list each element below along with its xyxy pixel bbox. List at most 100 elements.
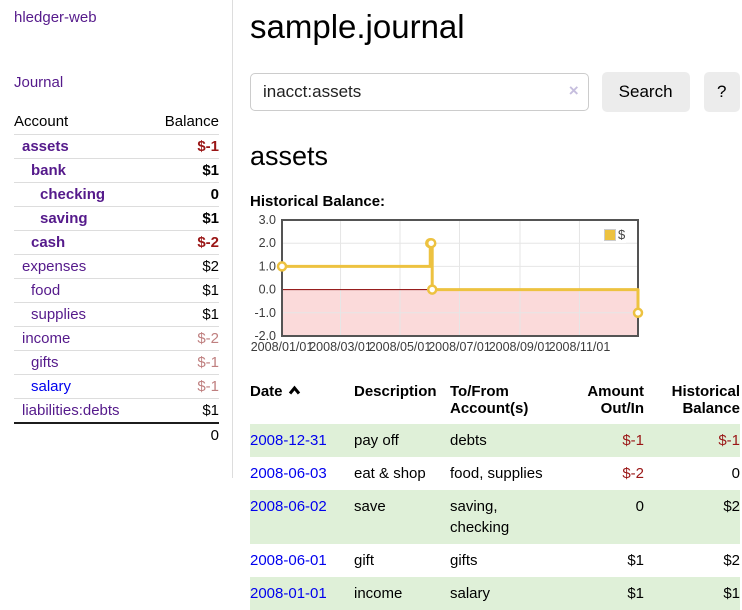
- account-link-liabilities-debts[interactable]: liabilities:debts: [22, 402, 120, 419]
- transaction-accounts: food, supplies: [450, 465, 543, 482]
- register-row: 2008-06-03 eat & shop food, supplies $-2…: [250, 457, 740, 490]
- account-link-gifts[interactable]: gifts: [31, 354, 59, 371]
- account-balance: $-1: [149, 350, 219, 375]
- account-balance: $1: [149, 206, 219, 231]
- account-row: gifts $-1: [14, 350, 219, 375]
- app-title: hledger-web: [14, 9, 218, 27]
- account-balance: $-1: [149, 374, 219, 399]
- transaction-balance: $-1: [718, 432, 740, 449]
- svg-text:0.0: 0.0: [259, 283, 276, 297]
- account-row: liabilities:debts $1: [14, 398, 219, 423]
- account-column-header: Account: [14, 113, 69, 130]
- transaction-date-link[interactable]: 2008-06-03: [250, 465, 327, 482]
- account-heading: assets: [250, 141, 329, 171]
- sort-ascending-icon: [288, 385, 300, 395]
- account-row: saving $1: [14, 206, 219, 231]
- transaction-description: eat & shop: [354, 465, 426, 482]
- chart-canvas: 3.0 2.0 1.0 0.0 -1.0 -2.02008/01/012008/03/01…: [251, 213, 644, 354]
- account-link-assets[interactable]: assets: [22, 138, 69, 155]
- svg-text:3.0: 3.0: [259, 213, 276, 227]
- account-link-income[interactable]: income: [22, 330, 71, 347]
- account-row: expenses $2: [14, 254, 219, 279]
- transaction-balance: $2: [723, 552, 740, 569]
- amount-column-header: Amount Out/In: [587, 383, 644, 417]
- register-row: 2008-12-31 pay off debts $-1 $-1: [250, 424, 740, 457]
- chart-label: Historical Balance:: [250, 193, 386, 210]
- help-button[interactable]: ?: [703, 72, 740, 112]
- app-title-link[interactable]: hledger-web: [14, 9, 97, 26]
- svg-text:2008/01/01: 2008/01/01: [251, 340, 314, 354]
- nav-journal: Journal: [14, 74, 218, 92]
- transaction-accounts: saving, checking: [450, 498, 510, 536]
- account-link-food[interactable]: food: [31, 282, 61, 299]
- transaction-amount: $-2: [622, 465, 644, 482]
- account-row: assets $-1: [14, 134, 219, 159]
- clear-search-icon[interactable]: ×: [568, 81, 579, 100]
- account-balance: $-1: [149, 134, 219, 159]
- account-link-salary[interactable]: salary: [31, 378, 72, 395]
- transaction-description: pay off: [354, 432, 399, 449]
- account-row: salary $-1: [14, 374, 219, 399]
- transaction-date-link[interactable]: 2008-12-31: [250, 432, 327, 449]
- account-balance: 0: [149, 182, 219, 207]
- account-link-expenses[interactable]: expenses: [22, 258, 87, 275]
- account-link-checking[interactable]: checking: [40, 186, 106, 203]
- accounts-total: 0: [149, 422, 219, 447]
- transaction-amount: 0: [635, 498, 644, 515]
- transaction-date-link[interactable]: 2008-06-01: [250, 552, 327, 569]
- transaction-accounts: gifts: [450, 552, 478, 569]
- description-column-header: Description: [354, 383, 437, 400]
- tofrom-column-header: To/From Account(s): [450, 383, 529, 417]
- svg-text:2008/07/01: 2008/07/01: [428, 340, 491, 354]
- svg-text:2008/09/01: 2008/09/01: [489, 340, 552, 354]
- account-row: income $-2: [14, 326, 219, 351]
- account-row: supplies $1: [14, 302, 219, 327]
- account-link-saving[interactable]: saving: [40, 210, 88, 227]
- svg-text:-2.0: -2.0: [254, 329, 276, 343]
- transaction-date-link[interactable]: 2008-01-01: [250, 585, 327, 602]
- date-column-header[interactable]: Date: [250, 380, 354, 424]
- register-table: Date Description To/From Account(s) Amou…: [250, 380, 740, 610]
- sidebar-item-journal[interactable]: Journal: [14, 74, 64, 91]
- accounts-table: Account Balance assets $-1 bank $1 check…: [14, 111, 219, 447]
- account-balance: $2: [149, 254, 219, 279]
- account-balance: $-2: [149, 230, 219, 255]
- page-title: sample.journal: [250, 8, 465, 45]
- account-link-supplies[interactable]: supplies: [31, 306, 87, 323]
- register-header-row: Date Description To/From Account(s) Amou…: [250, 380, 740, 424]
- transaction-date-link[interactable]: 2008-06-02: [250, 498, 327, 515]
- svg-text:-1.0: -1.0: [254, 306, 276, 320]
- accounts-header-row: Account Balance: [14, 111, 219, 135]
- account-row: checking 0: [14, 182, 219, 207]
- transaction-amount: $1: [627, 552, 644, 569]
- balance-column-header: Historical Balance: [671, 383, 740, 417]
- transaction-accounts: debts: [450, 432, 487, 449]
- account-link-bank[interactable]: bank: [31, 162, 67, 179]
- account-balance: $1: [149, 302, 219, 327]
- search-form: × Search ?: [250, 72, 740, 112]
- svg-text:2008/03/01: 2008/03/01: [309, 340, 372, 354]
- account-row: cash $-2: [14, 230, 219, 255]
- search-input[interactable]: [250, 73, 589, 111]
- register-row: 2008-06-01 gift gifts $1 $2: [250, 544, 740, 577]
- account-balance: $1: [149, 398, 219, 423]
- svg-text:2008/11/01: 2008/11/01: [549, 340, 611, 354]
- account-row: bank $1: [14, 158, 219, 183]
- legend-label: $: [618, 227, 626, 242]
- sidebar: hledger-web Journal Account Balance asse…: [0, 0, 233, 478]
- main-content: sample.journal × Search ? assets Histori…: [250, 0, 740, 610]
- search-box: ×: [250, 73, 589, 111]
- svg-text:2008/05/01: 2008/05/01: [369, 340, 432, 354]
- account-balance: $-2: [149, 326, 219, 351]
- historical-balance-chart: 3.0 2.0 1.0 0.0 -1.0 -2.0 2008/01/01 2008/03/01…: [250, 213, 740, 360]
- transaction-balance: $2: [723, 498, 740, 515]
- svg-text:2.0: 2.0: [259, 236, 276, 250]
- register-row: 2008-06-02 save saving, checking 0 $2: [250, 490, 740, 544]
- account-link-cash[interactable]: cash: [31, 234, 66, 251]
- legend-swatch-icon: [604, 228, 616, 241]
- search-button[interactable]: Search: [601, 72, 690, 112]
- transaction-balance: 0: [731, 465, 740, 482]
- accounts-total-row: 0: [14, 422, 219, 447]
- transaction-description: save: [354, 498, 386, 515]
- chart-legend: $: [603, 226, 627, 243]
